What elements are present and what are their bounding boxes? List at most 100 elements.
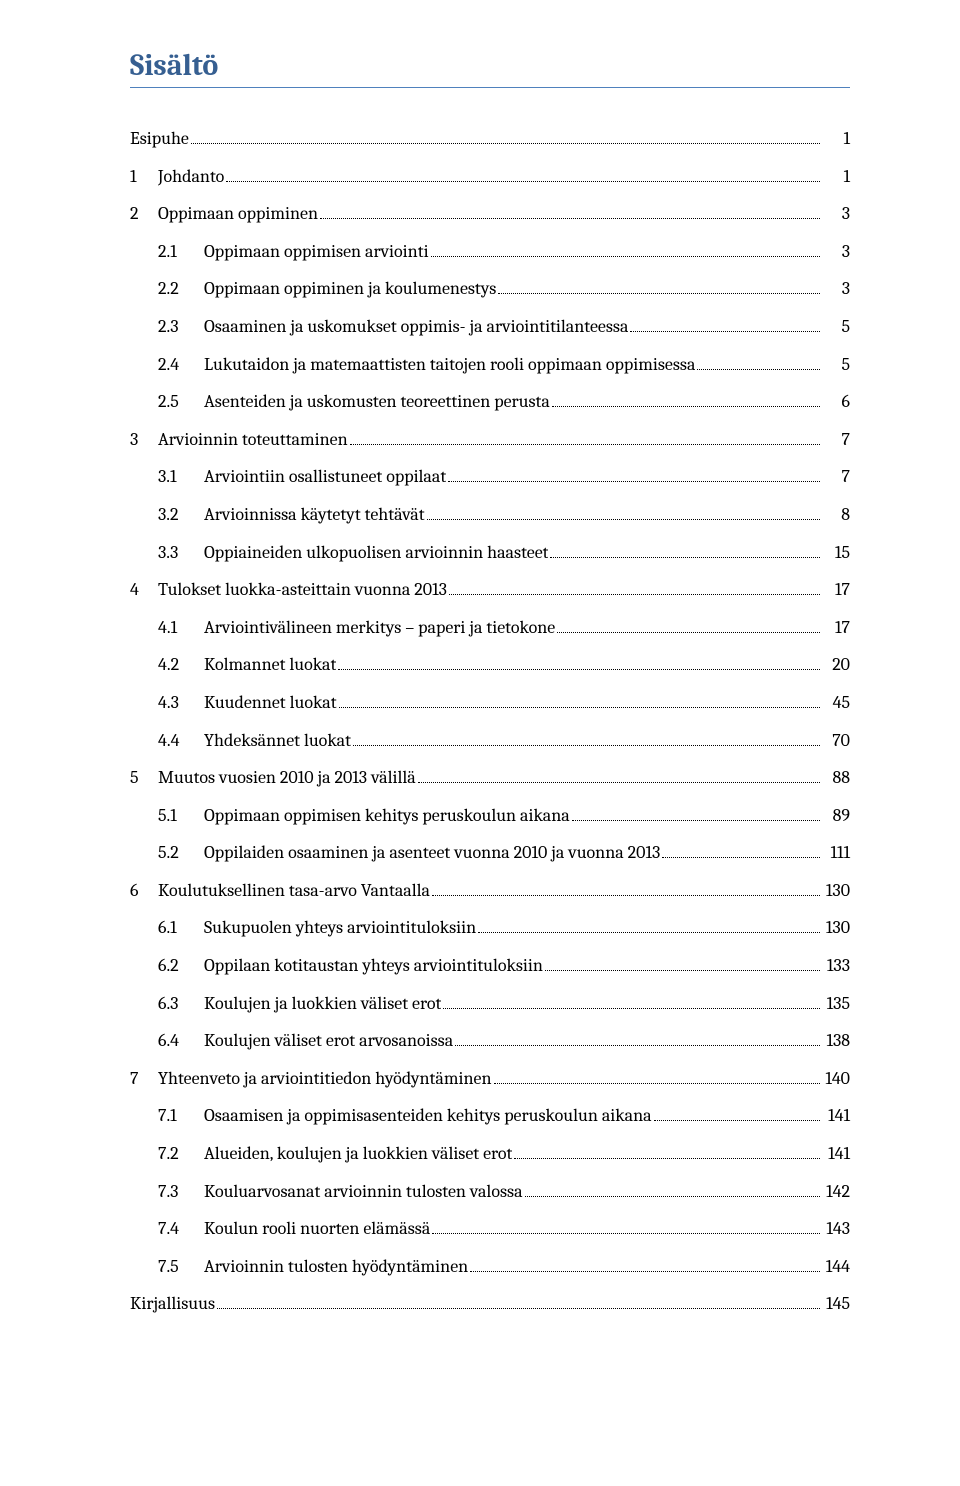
toc-row-page: 111 bbox=[822, 842, 850, 864]
toc-row-label: Tulokset luokka-asteittain vuonna 2013 bbox=[158, 579, 447, 601]
toc-row-label: Oppilaan kotitaustan yhteys arviointitul… bbox=[204, 955, 543, 977]
toc-row-number: 7.3 bbox=[158, 1181, 204, 1203]
toc-row-number: 2 bbox=[130, 203, 158, 225]
toc-row: 2.3Osaaminen ja uskomukset oppimis- ja a… bbox=[130, 316, 850, 338]
toc-row-page: 45 bbox=[822, 692, 850, 714]
toc-row-label: Kirjallisuus bbox=[130, 1293, 215, 1315]
toc-row-number: 2.5 bbox=[158, 391, 204, 413]
toc-leader bbox=[339, 707, 820, 708]
toc-row: 6.2Oppilaan kotitaustan yhteys arviointi… bbox=[130, 955, 850, 977]
toc-row-label: Arvioinnissa käytetyt tehtävät bbox=[204, 504, 425, 526]
toc-row-number: 7.5 bbox=[158, 1256, 204, 1278]
toc-row-label: Koulujen väliset erot arvosanoissa bbox=[204, 1030, 453, 1052]
toc-row-number: 4.3 bbox=[158, 692, 204, 714]
toc-row-number: 2.1 bbox=[158, 241, 204, 263]
toc-row: 4Tulokset luokka-asteittain vuonna 20131… bbox=[130, 579, 850, 601]
toc-row: 2.2Oppimaan oppiminen ja koulumenestys3 bbox=[130, 278, 850, 300]
toc-row: 7Yhteenveto ja arviointitiedon hyödyntäm… bbox=[130, 1068, 850, 1090]
toc-row-page: 141 bbox=[822, 1105, 850, 1127]
toc-row: 3.2Arvioinnissa käytetyt tehtävät 8 bbox=[130, 504, 850, 526]
toc-leader bbox=[431, 256, 820, 257]
toc-leader bbox=[320, 218, 820, 219]
toc-row-page: 143 bbox=[822, 1218, 850, 1240]
toc-row: 2.1Oppimaan oppimisen arviointi3 bbox=[130, 241, 850, 263]
toc-row-number: 3.2 bbox=[158, 504, 204, 526]
toc-row-number: 4.4 bbox=[158, 730, 204, 752]
toc-row-label: Arvioinnin tulosten hyödyntäminen bbox=[204, 1256, 468, 1278]
toc-row-number: 2.3 bbox=[158, 316, 204, 338]
toc-row-page: 5 bbox=[822, 316, 850, 338]
toc-row-label: Esipuhe bbox=[130, 128, 189, 150]
toc-row: 2Oppimaan oppiminen 3 bbox=[130, 203, 850, 225]
toc-row-label: Alueiden, koulujen ja luokkien väliset e… bbox=[204, 1143, 512, 1165]
toc-row-label: Kolmannet luokat bbox=[204, 654, 336, 676]
toc-leader bbox=[353, 745, 820, 746]
toc-row-label: Koulun rooli nuorten elämässä bbox=[204, 1218, 430, 1240]
toc-row-page: 17 bbox=[822, 617, 850, 639]
toc-leader bbox=[552, 406, 820, 407]
toc-leader bbox=[350, 444, 820, 445]
toc-leader bbox=[449, 594, 820, 595]
toc-row: 4.2Kolmannet luokat20 bbox=[130, 654, 850, 676]
toc-row-page: 140 bbox=[822, 1068, 850, 1090]
toc-row: 6.1Sukupuolen yhteys arviointituloksiin1… bbox=[130, 917, 850, 939]
toc-row-label: Oppilaiden osaaminen ja asenteet vuonna … bbox=[204, 842, 660, 864]
toc-row: 5.1Oppimaan oppimisen kehitys peruskoulu… bbox=[130, 805, 850, 827]
toc-row: 7.3Kouluarvosanat arvioinnin tulosten va… bbox=[130, 1181, 850, 1203]
toc-row-page: 88 bbox=[822, 767, 850, 789]
toc-leader bbox=[443, 1008, 820, 1009]
toc-row-number: 2.4 bbox=[158, 354, 204, 376]
toc-row-page: 130 bbox=[822, 917, 850, 939]
toc-row: 3.3Oppiaineiden ulkopuolisen arvioinnin … bbox=[130, 542, 850, 564]
toc-leader bbox=[514, 1158, 820, 1159]
toc-row-number: 7.2 bbox=[158, 1143, 204, 1165]
document-page: Sisältö Esipuhe11Johdanto12Oppimaan oppi… bbox=[0, 0, 960, 1486]
toc-row-label: Oppimaan oppiminen bbox=[158, 203, 318, 225]
toc-row-label: Lukutaidon ja matemaattisten taitojen ro… bbox=[204, 354, 695, 376]
toc-row-page: 5 bbox=[822, 354, 850, 376]
toc-row-page: 8 bbox=[822, 504, 850, 526]
toc-row-label: Yhteenveto ja arviointitiedon hyödyntämi… bbox=[158, 1068, 492, 1090]
toc-row-number: 6 bbox=[130, 880, 158, 902]
toc-row-page: 89 bbox=[822, 805, 850, 827]
toc-row-label: Johdanto bbox=[158, 166, 224, 188]
toc-row: 4.3Kuudennet luokat 45 bbox=[130, 692, 850, 714]
toc-row-number: 6.1 bbox=[158, 917, 204, 939]
toc-row-label: Koulujen ja luokkien väliset erot bbox=[204, 993, 441, 1015]
toc-leader bbox=[427, 519, 820, 520]
toc-leader bbox=[470, 1271, 820, 1272]
toc-row: 2.4Lukutaidon ja matemaattisten taitojen… bbox=[130, 354, 850, 376]
toc-leader bbox=[448, 481, 820, 482]
toc-row: 7.1Osaamisen ja oppimisasenteiden kehity… bbox=[130, 1105, 850, 1127]
toc-row-page: 6 bbox=[822, 391, 850, 413]
toc-row-page: 141 bbox=[822, 1143, 850, 1165]
toc-leader bbox=[191, 143, 820, 144]
toc-row-label: Kuudennet luokat bbox=[204, 692, 337, 714]
toc-row-number: 5 bbox=[130, 767, 158, 789]
toc-row: 1Johdanto1 bbox=[130, 166, 850, 188]
toc-row-number: 7 bbox=[130, 1068, 158, 1090]
toc-row-page: 1 bbox=[822, 128, 850, 150]
toc-leader bbox=[545, 970, 820, 971]
toc-leader bbox=[217, 1308, 820, 1309]
toc-row-label: Asenteiden ja uskomusten teoreettinen pe… bbox=[204, 391, 550, 413]
toc-row-label: Oppiaineiden ulkopuolisen arvioinnin haa… bbox=[204, 542, 548, 564]
toc-row-page: 1 bbox=[822, 166, 850, 188]
toc-row: 3.1Arviointiin osallistuneet oppilaat7 bbox=[130, 466, 850, 488]
toc-row-page: 130 bbox=[822, 880, 850, 902]
toc-row: 7.4Koulun rooli nuorten elämässä143 bbox=[130, 1218, 850, 1240]
toc-row-page: 3 bbox=[822, 278, 850, 300]
toc-leader bbox=[455, 1045, 820, 1046]
toc-row: 7.5Arvioinnin tulosten hyödyntäminen144 bbox=[130, 1256, 850, 1278]
toc-row-number: 7.1 bbox=[158, 1105, 204, 1127]
toc-leader bbox=[572, 820, 820, 821]
toc-row-number: 3.1 bbox=[158, 466, 204, 488]
toc-row-number: 3 bbox=[130, 429, 158, 451]
toc-row: 6Koulutuksellinen tasa-arvo Vantaalla130 bbox=[130, 880, 850, 902]
toc-row-page: 3 bbox=[822, 203, 850, 225]
toc-row-label: Muutos vuosien 2010 ja 2013 välillä bbox=[158, 767, 416, 789]
toc-row: 2.5Asenteiden ja uskomusten teoreettinen… bbox=[130, 391, 850, 413]
toc-row-page: 133 bbox=[822, 955, 850, 977]
toc-row-number: 5.2 bbox=[158, 842, 204, 864]
toc-row: 4.1Arviointivälineen merkitys – paperi j… bbox=[130, 617, 850, 639]
